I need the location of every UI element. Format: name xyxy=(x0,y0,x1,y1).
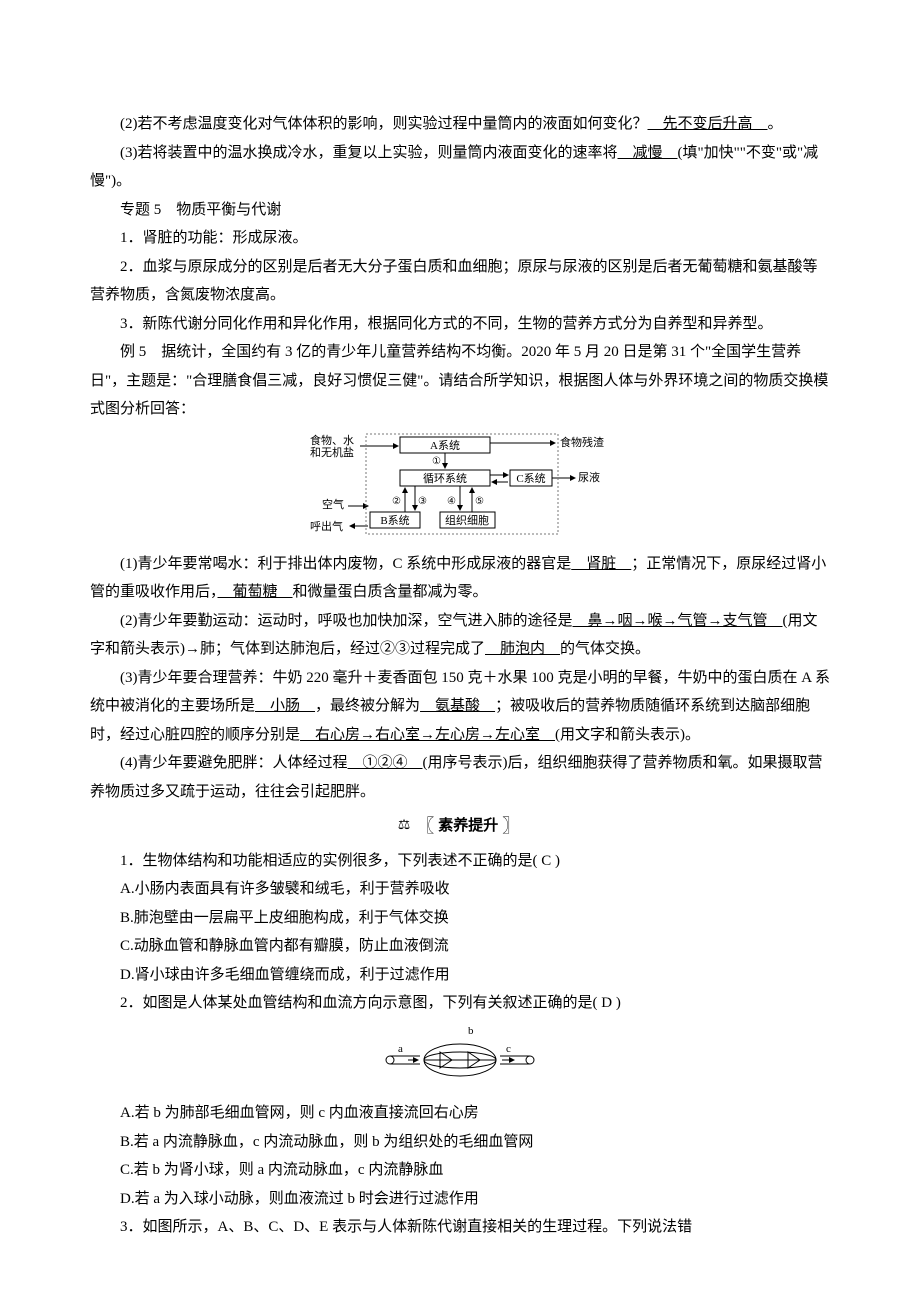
label-food: 食物、水 xyxy=(310,433,354,447)
sub-q4: (4)青少年要避免肥胖：人体经过程 ①②④ (用序号表示)后，组织细胞获得了营养… xyxy=(90,749,830,806)
mc2-b: B.若 a 内流静脉血，c 内流动脉血，则 b 为组织处的毛细血管网 xyxy=(90,1128,830,1157)
label-c: c xyxy=(506,1043,511,1055)
label-b-system: B系统 xyxy=(380,514,409,527)
q2-text: (2)若不考虑温度变化对气体体积的影响，则实验过程中量筒内的液面如何变化？ xyxy=(120,116,648,132)
label-n1: ① xyxy=(432,456,441,467)
sq4-ans: ①②④ xyxy=(348,755,423,771)
vessel-svg: b a c xyxy=(380,1026,540,1081)
label-circ: 循环系统 xyxy=(423,472,467,485)
knowledge-1: 1．肾脏的功能：形成尿液。 xyxy=(90,224,830,253)
metabolism-svg: 食物、水 和无机盐 A系统 食物残渣 ① 循环系统 C系统 尿液 空气 呼出气 … xyxy=(310,432,610,542)
label-a: a xyxy=(398,1043,403,1055)
mc1-b: B.肺泡壁由一层扁平上皮细胞构成，利于气体交换 xyxy=(90,904,830,933)
q2-answer: 先不变后升高 xyxy=(648,116,768,132)
mc2-a: A.若 b 为肺部毛细血管网，则 c 内血液直接流回右心房 xyxy=(90,1099,830,1128)
knowledge-3: 3．新陈代谢分同化作用和异化作用，根据同化方式的不同，生物的营养方式分为自养型和… xyxy=(90,310,830,339)
sq2-ans1: 鼻→咽→喉→气管→支气管 xyxy=(573,613,783,629)
mc2-c: C.若 b 为肾小球，则 a 内流动脉血，c 内流静脉血 xyxy=(90,1156,830,1185)
topic-5-title: 专题 5 物质平衡与代谢 xyxy=(90,196,830,225)
label-a-system: A系统 xyxy=(430,439,460,452)
q1-end: 和微量蛋白质含量都减为零。 xyxy=(293,584,488,600)
mc2-stem: 2．如图是人体某处血管结构和血流方向示意图，下列有关叙述正确的是( D ) xyxy=(90,989,830,1018)
label-n4: ④ xyxy=(447,496,456,507)
mc1-c: C.动脉血管和静脉血管内都有瓣膜，防止血液倒流 xyxy=(90,932,830,961)
sq4-text: (4)青少年要避免肥胖：人体经过程 xyxy=(120,755,348,771)
label-tissue: 组织细胞 xyxy=(445,513,489,527)
vessel-diagram: b a c xyxy=(380,1026,540,1092)
sub-q3: (3)青少年要合理营养：牛奶 220 毫升＋麦香面包 150 克＋水果 100 … xyxy=(90,664,830,750)
mc1-a: A.小肠内表面具有许多皱襞和绒毛，利于营养吸收 xyxy=(90,875,830,904)
heading-text: 素养提升 xyxy=(436,812,500,841)
label-air: 空气 xyxy=(322,497,344,511)
example-5: 例 5 据统计，全国约有 3 亿的青少年儿童营养结构不均衡。2020 年 5 月… xyxy=(90,338,830,424)
mc2-d: D.若 a 为入球小动脉，则血液流过 b 时会进行过滤作用 xyxy=(90,1185,830,1214)
label-n5: ⑤ xyxy=(475,496,484,507)
label-exhale: 呼出气 xyxy=(310,519,343,533)
sub-q2: (2)青少年要勤运动：运动时，呼吸也加快加深，空气进入肺的途径是 鼻→咽→喉→气… xyxy=(90,607,830,664)
question-3: (3)若将装置中的温水换成冷水，重复以上实验，则量筒内液面变化的速率将 减慢 (… xyxy=(90,139,830,196)
bracket-right-icon: 〗 xyxy=(500,817,522,835)
sub-q1: (1)青少年要常喝水：利于排出体内废物，C 系统中形成尿液的器官是 肾脏 ；正常… xyxy=(90,550,830,607)
question-2: (2)若不考虑温度变化对气体体积的影响，则实验过程中量筒内的液面如何变化？ 先不… xyxy=(90,110,830,139)
sq3-mid: ，最终被分解为 xyxy=(315,698,420,714)
label-urine: 尿液 xyxy=(578,470,600,484)
mc1-d: D.肾小球由许多毛细血管缠绕而成，利于过滤作用 xyxy=(90,961,830,990)
sq3-ans2: 氨基酸 xyxy=(420,698,495,714)
sq2-ans2: 肺泡内 xyxy=(485,641,560,657)
section-heading: ⚖ 〖 素养提升 〗 xyxy=(90,812,830,841)
sq2-end: 的气体交换。 xyxy=(560,641,650,657)
label-residue: 食物残渣 xyxy=(560,435,604,449)
label-n2: ② xyxy=(392,496,401,507)
q3-answer: 减慢 xyxy=(618,145,678,161)
label-c-system: C系统 xyxy=(516,472,545,485)
q3-text: (3)若将装置中的温水换成冷水，重复以上实验，则量筒内液面变化的速率将 xyxy=(120,145,618,161)
sq3-end: (用文字和箭头表示)。 xyxy=(555,727,700,743)
label-salt: 和无机盐 xyxy=(310,445,354,459)
sq3-ans3: 右心房→右心室→左心房→左心室 xyxy=(300,727,555,743)
bracket-left-icon: 〖 xyxy=(414,817,436,835)
mc3-stem: 3．如图所示，A、B、C、D、E 表示与人体新陈代谢直接相关的生理过程。下列说法… xyxy=(90,1213,830,1242)
knowledge-2: 2．血浆与原尿成分的区别是后者无大分子蛋白质和血细胞；原尿与尿液的区别是后者无葡… xyxy=(90,253,830,310)
sq3-ans1: 小肠 xyxy=(255,698,315,714)
q1-text: (1)青少年要常喝水：利于排出体内废物，C 系统中形成尿液的器官是 xyxy=(120,556,571,572)
q1-ans1: 肾脏 xyxy=(571,556,631,572)
label-n3: ③ xyxy=(418,496,427,507)
mc1-stem: 1．生物体结构和功能相适应的实例很多，下列表述不正确的是( C ) xyxy=(90,847,830,876)
metabolism-diagram: 食物、水 和无机盐 A系统 食物残渣 ① 循环系统 C系统 尿液 空气 呼出气 … xyxy=(310,432,610,542)
q2-end: 。 xyxy=(768,116,783,132)
sq2-text: (2)青少年要勤运动：运动时，呼吸也加快加深，空气进入肺的途径是 xyxy=(120,613,573,629)
scale-icon: ⚖ xyxy=(398,813,411,840)
label-b: b xyxy=(468,1026,474,1037)
q1-ans2: 葡萄糖 xyxy=(218,584,293,600)
